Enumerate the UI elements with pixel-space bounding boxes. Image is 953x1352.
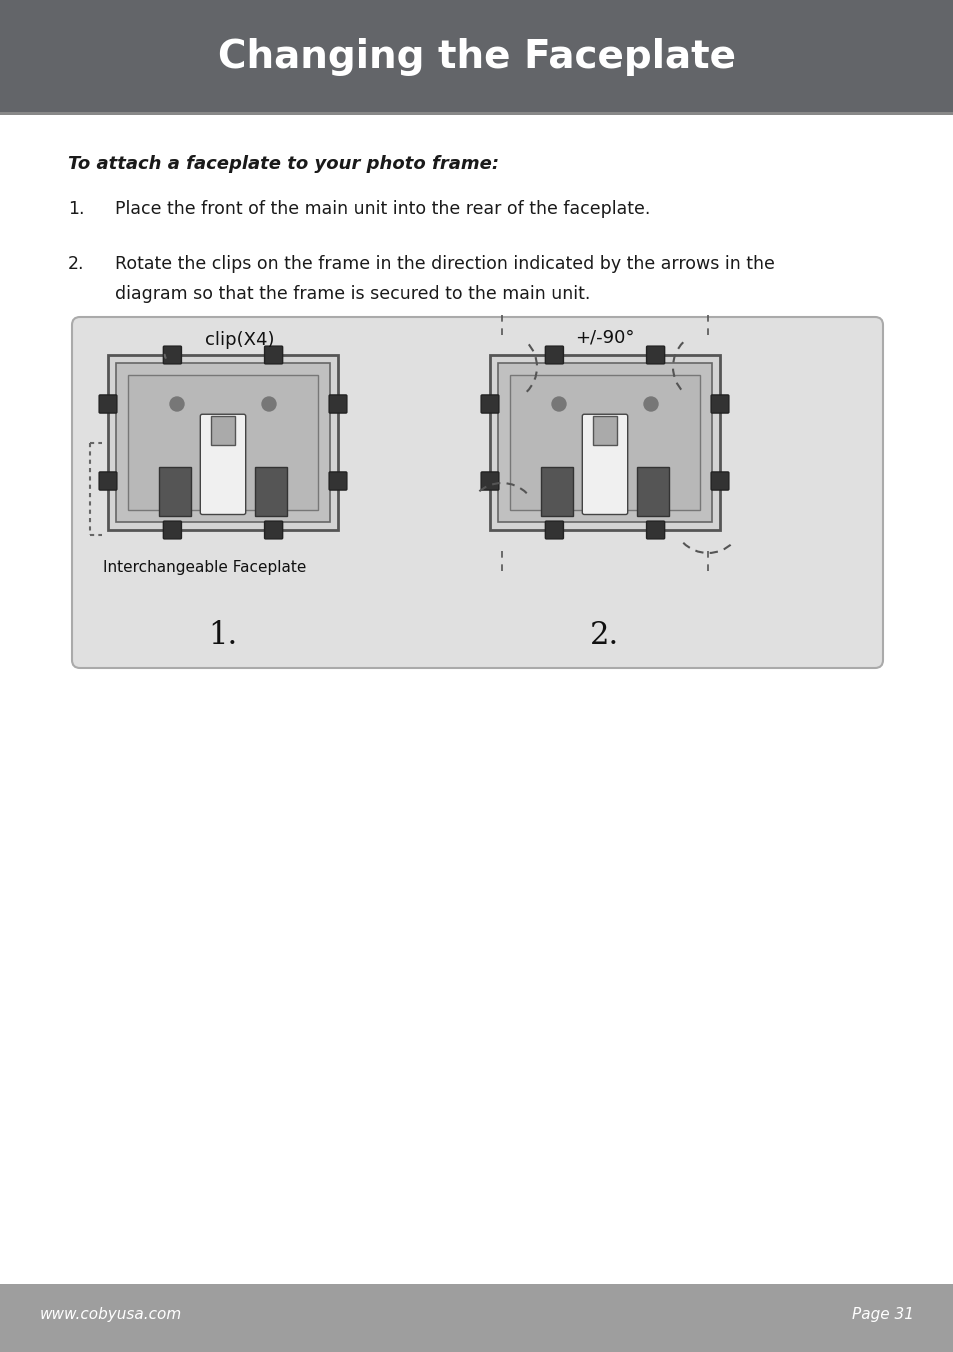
FancyBboxPatch shape — [163, 521, 181, 539]
Bar — [637, 466, 669, 516]
FancyBboxPatch shape — [545, 346, 563, 364]
FancyBboxPatch shape — [646, 521, 664, 539]
Text: Interchangeable Faceplate: Interchangeable Faceplate — [103, 560, 306, 575]
Bar — [510, 375, 700, 510]
FancyBboxPatch shape — [264, 346, 282, 364]
FancyBboxPatch shape — [71, 316, 882, 668]
FancyBboxPatch shape — [99, 472, 117, 489]
Text: 2.: 2. — [68, 256, 85, 273]
Bar — [592, 416, 617, 445]
FancyBboxPatch shape — [545, 521, 563, 539]
FancyBboxPatch shape — [200, 414, 246, 515]
Circle shape — [262, 397, 275, 411]
FancyBboxPatch shape — [646, 346, 664, 364]
FancyBboxPatch shape — [264, 521, 282, 539]
Bar — [255, 466, 287, 516]
Circle shape — [170, 397, 184, 411]
Text: Place the front of the main unit into the rear of the faceplate.: Place the front of the main unit into th… — [115, 200, 650, 218]
Text: 1.: 1. — [68, 200, 85, 218]
Text: 1.: 1. — [208, 619, 237, 650]
FancyBboxPatch shape — [99, 395, 117, 414]
Text: 2.: 2. — [590, 619, 619, 650]
Bar — [0, 112, 953, 115]
Bar — [0, 1284, 953, 1352]
FancyBboxPatch shape — [581, 414, 627, 515]
Text: clip(X4): clip(X4) — [205, 331, 274, 349]
Text: +/-90°: +/-90° — [575, 329, 634, 347]
Bar — [108, 356, 337, 530]
Text: Page 31: Page 31 — [851, 1307, 913, 1322]
Bar — [0, 0, 953, 115]
Text: Changing the Faceplate: Changing the Faceplate — [218, 38, 735, 77]
Bar — [211, 416, 235, 445]
Bar — [490, 356, 720, 530]
Circle shape — [643, 397, 658, 411]
Bar — [116, 362, 330, 522]
FancyBboxPatch shape — [480, 395, 498, 414]
Text: To attach a faceplate to your photo frame:: To attach a faceplate to your photo fram… — [68, 155, 498, 173]
FancyBboxPatch shape — [329, 472, 347, 489]
Bar — [128, 375, 317, 510]
Text: diagram so that the frame is secured to the main unit.: diagram so that the frame is secured to … — [115, 285, 590, 303]
FancyBboxPatch shape — [710, 472, 728, 489]
Text: Rotate the clips on the frame in the direction indicated by the arrows in the: Rotate the clips on the frame in the dir… — [115, 256, 774, 273]
Text: www.cobyusa.com: www.cobyusa.com — [40, 1307, 182, 1322]
Bar — [497, 362, 711, 522]
FancyBboxPatch shape — [480, 472, 498, 489]
FancyBboxPatch shape — [710, 395, 728, 414]
FancyBboxPatch shape — [329, 395, 347, 414]
FancyBboxPatch shape — [163, 346, 181, 364]
Bar — [158, 466, 191, 516]
Bar — [540, 466, 572, 516]
Circle shape — [552, 397, 565, 411]
